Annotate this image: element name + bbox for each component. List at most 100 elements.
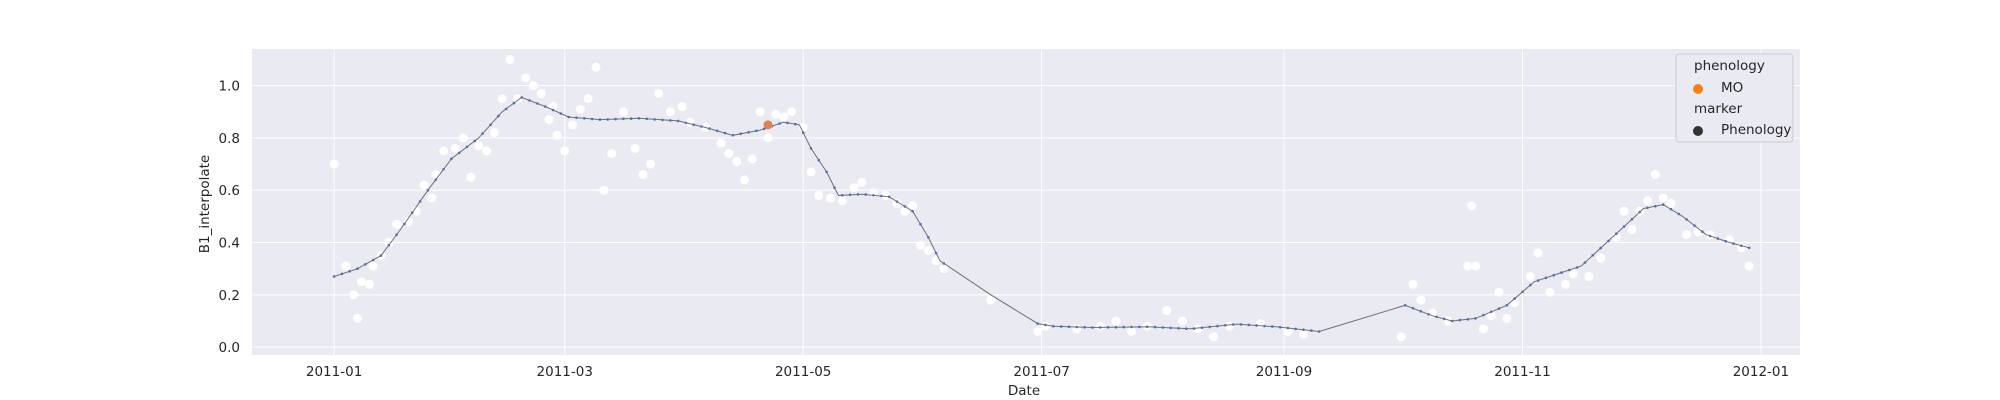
interpolate-marker [536,102,539,105]
scatter-point [497,94,507,104]
interpolate-marker [504,107,508,111]
interpolate-marker [1685,218,1688,221]
x-tick-label: 2012-01 [1733,364,1789,380]
interpolate-marker [1552,273,1555,277]
scatter-point [411,206,421,216]
legend-frame [1675,53,1794,143]
interpolate-marker [1560,271,1563,274]
scatter-point [1111,316,1121,326]
interpolate-marker [872,194,875,197]
scatter-point [1224,321,1234,331]
interpolate-marker [1317,330,1321,333]
interpolate-marker [1458,318,1462,322]
interpolate-marker [762,127,766,131]
scatter-point [857,177,867,187]
interpolate-marker [1536,279,1540,282]
scatter-point [1666,198,1676,208]
interpolate-marker [1661,203,1665,206]
scatter-point [1568,269,1578,279]
interpolate-markers [332,96,1751,333]
scatter-point [1193,324,1203,334]
interpolate-marker [1192,327,1196,330]
interpolate-marker [1083,326,1086,329]
interpolate-marker [1263,324,1266,328]
interpolate-marker [1278,325,1282,329]
scatter-point [528,81,538,91]
y-tick-label: 0.6 [219,183,240,199]
interpolate-marker [1067,325,1071,329]
scatter-point [747,154,757,164]
y-tick-label: 1.0 [219,79,240,95]
interpolate-marker [895,200,899,203]
scatter-point [403,217,413,227]
interpolate-marker [731,134,735,137]
scatter-point [568,120,578,130]
interpolate-marker [927,236,930,239]
interpolate-marker [1130,325,1133,329]
interpolate-marker [387,243,391,247]
interpolate-marker [778,122,781,125]
interpolate-marker [1161,326,1165,329]
scatter-point [439,146,449,156]
interpolate-marker [645,117,649,121]
scatter-point [384,238,394,248]
interpolate-marker [598,118,602,121]
interpolate-marker [1646,206,1649,210]
interpolate-marker [1427,313,1430,316]
interpolate-marker [809,147,813,150]
scatter-point [1408,279,1418,289]
scatter-point [489,128,499,138]
interpolate-marker [606,118,609,121]
interpolate-marker [332,275,336,278]
interpolate-marker [1138,325,1141,329]
scatter-point [544,115,554,125]
interpolate-marker [457,151,461,155]
interpolate-marker [676,119,680,123]
scatter-point [837,196,847,206]
scatter-point [1467,201,1477,211]
interpolate-marker [1599,246,1602,250]
interpolate-marker [1106,326,1110,329]
scatter-point [1596,253,1606,263]
interpolate-marker [1208,325,1211,329]
interpolate-marker [1607,239,1610,243]
legend-entry-phenology: Phenology [1721,122,1791,138]
interpolate-marker [911,209,914,213]
scatter-point [1545,287,1555,297]
interpolate-marker [1052,324,1055,328]
x-axis-ticks: 2011-01 2011-03 2011-05 2011-07 2011-09 2011-… [306,364,1789,380]
scatter-point [341,261,351,271]
x-tick-label: 2011-03 [537,364,593,380]
interpolate-marker [1669,208,1673,211]
scatter-point [677,102,687,112]
interpolate-marker [559,112,563,115]
scatter-point [1041,321,1051,331]
interpolate-marker [833,186,836,189]
interpolate-marker [528,99,531,102]
scatter-point [931,256,941,266]
interpolate-marker [1247,323,1251,327]
y-tick-label: 0.8 [219,131,240,147]
scatter-point [1072,324,1082,334]
scatter-point [419,180,429,190]
interpolate-marker [1716,237,1720,240]
interpolate-marker [629,117,633,120]
interpolate-marker [1145,325,1149,329]
interpolate-marker [786,121,789,125]
interpolate-marker [379,254,383,257]
scatter-point [716,138,726,148]
interpolate-marker [864,193,867,196]
interpolate-marker [434,178,438,182]
scatter-point [755,107,765,117]
interpolate-marker [614,117,617,121]
scatter-point [607,149,617,159]
scatter-point [1627,224,1637,234]
scatter-point [1502,313,1512,323]
interpolate-marker [356,267,359,271]
scatter-point [1033,326,1043,336]
interpolate-marker [1411,307,1415,310]
mo-points [763,120,773,130]
x-axis-title: Date [1008,383,1040,399]
scatter-point [1299,329,1309,339]
interpolate-marker [880,194,883,198]
